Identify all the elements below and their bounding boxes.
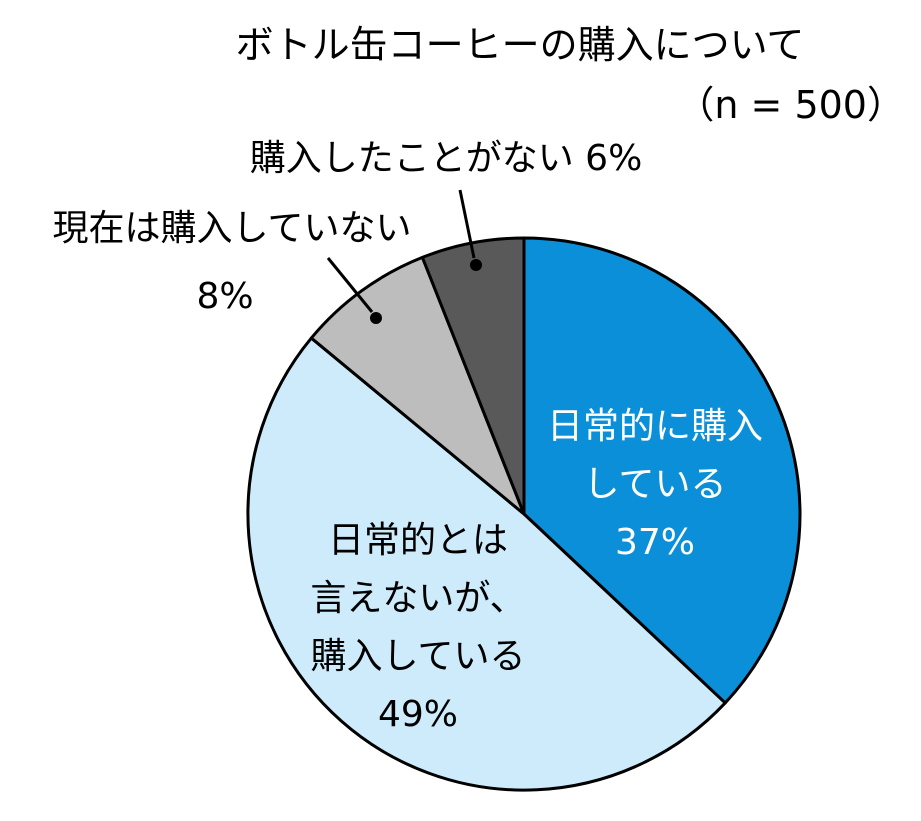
slice-value-stopped: 8%: [196, 276, 253, 317]
pie-slice-daily: [522, 236, 802, 705]
chart-subtitle: （n = 500）: [676, 83, 905, 127]
slice-label-daily-line-2: 37%: [615, 522, 695, 563]
leader-lines: [326, 189, 482, 324]
leader-line-stopped: [326, 257, 374, 313]
slice-label-daily-line-0: 日常的に購入: [547, 406, 763, 447]
pie-slice-not_daily: [246, 336, 727, 792]
pie-slices: [246, 236, 802, 792]
leader-dot-never: [470, 259, 482, 271]
slice-label-daily-line-1: している: [584, 464, 727, 505]
slice-label-not_daily-line-1: 言えないが、: [310, 578, 525, 619]
leader-line-never: [458, 189, 476, 259]
slice-label-stopped-line-0: 現在は購入していない: [53, 208, 412, 249]
chart-title: ボトル缶コーヒーの購入について: [236, 23, 805, 67]
slice-label-never-line-0: 購入したことがない 6%: [250, 138, 643, 179]
slice-label-not_daily-line-3: 49%: [378, 694, 458, 735]
leader-dot-stopped: [370, 312, 382, 324]
slice-label-not_daily-line-0: 日常的とは: [328, 520, 508, 561]
pie-slice-stopped: [309, 255, 526, 516]
slice-label-not_daily-line-2: 購入している: [311, 636, 526, 677]
